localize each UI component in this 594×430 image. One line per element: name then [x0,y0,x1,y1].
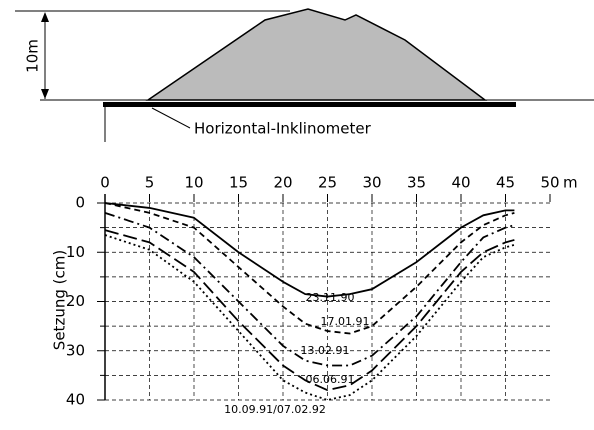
y-tick-label: 30 [66,341,85,359]
inclinometer [103,102,516,107]
x-tick-label: 50 [540,174,559,192]
instrument-label: Horizontal-Inklinometer [194,120,372,138]
y-tick-label: 20 [66,292,85,310]
x-tick-label: 25 [318,174,337,192]
series-line [104,211,515,367]
y-axis-label: Setzung (cm) [51,250,69,350]
series-label: 17.01.91 [321,315,370,328]
series-label: 10.09.91/07.02.92 [224,403,326,416]
x-tick-label: 30 [362,174,381,192]
x-tick-label: 0 [100,174,110,192]
series-line [104,202,515,335]
y-tick-label: 40 [66,391,85,409]
arrow-head [41,89,49,99]
arrow-head [41,12,49,22]
series-label: 13.02.91 [301,344,350,357]
series-line [104,229,515,392]
x-tick-label: 40 [451,174,470,192]
x-tick-label: 5 [145,174,155,192]
y-tick-label: 10 [66,243,85,261]
series-label: 06.06.91 [306,373,355,386]
embankment [145,8,488,101]
leader-line [151,107,191,129]
x-tick-label: 35 [407,174,426,192]
height-label: 10m [24,39,42,73]
x-tick-label: 15 [229,174,248,192]
x-unit: m [563,174,578,192]
series-label: 23.11.90 [306,291,355,304]
series-line [104,202,515,298]
x-tick-label: 10 [184,174,203,192]
y-tick-label: 0 [75,194,85,212]
embankment-diagram: 10m Horizontal-Inklinometer [15,8,594,142]
x-tick-label: 45 [496,174,515,192]
x-tick-label: 20 [273,174,292,192]
